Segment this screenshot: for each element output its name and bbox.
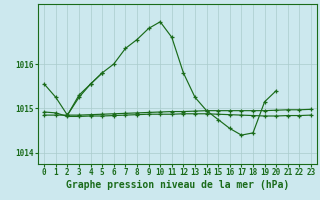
X-axis label: Graphe pression niveau de la mer (hPa): Graphe pression niveau de la mer (hPa) bbox=[66, 180, 289, 190]
